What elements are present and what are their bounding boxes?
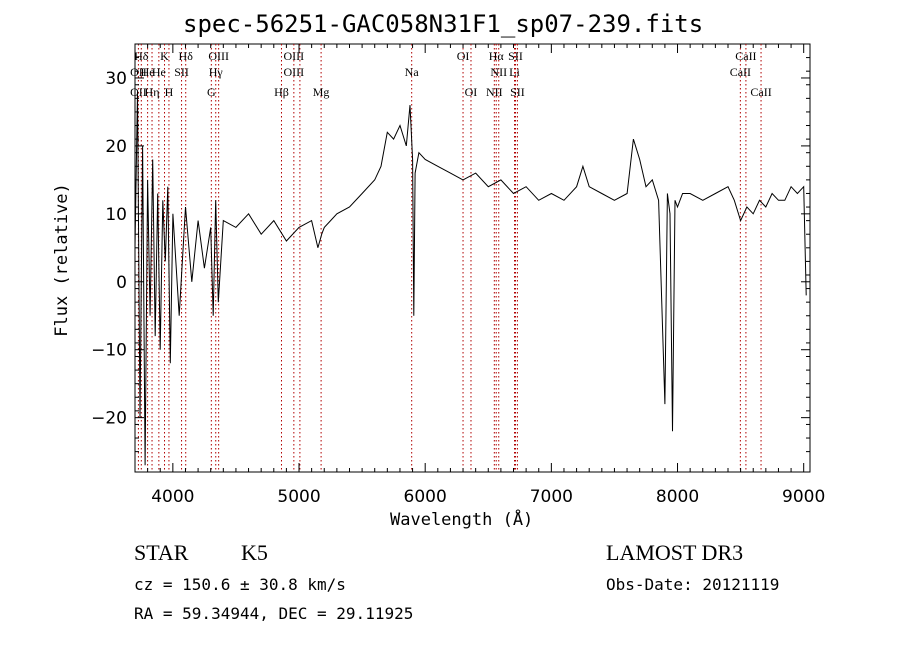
marker-label: Na xyxy=(405,65,420,79)
marker-label: K xyxy=(160,49,169,63)
y-tick-label: 10 xyxy=(105,205,127,225)
redshift-text: cz = 150.6 ± 30.8 km/s xyxy=(134,575,346,594)
marker-label: OIII xyxy=(284,65,305,79)
marker-label: OIII xyxy=(208,49,229,63)
class-label: STAR xyxy=(134,540,189,565)
marker-label: OII xyxy=(130,85,147,99)
marker-label: Li xyxy=(509,65,520,79)
x-tick-label: 9000 xyxy=(782,487,825,507)
y-axis-label: Flux (relative) xyxy=(52,183,72,337)
marker-label: Mg xyxy=(313,85,330,99)
y-tick-label: 20 xyxy=(105,137,127,157)
subclass-label: K5 xyxy=(241,540,268,565)
y-tick-label: −20 xyxy=(91,409,127,429)
survey-label: LAMOST DR3 xyxy=(606,540,744,565)
x-tick-label: 7000 xyxy=(530,487,573,507)
marker-label: Hη xyxy=(145,85,160,99)
spectrum-line xyxy=(134,91,807,466)
marker-label: OI xyxy=(457,49,470,63)
marker-label: OIII xyxy=(284,49,305,63)
marker-label: SII xyxy=(508,49,523,63)
marker-label: G xyxy=(207,85,216,99)
y-tick-label: 0 xyxy=(116,273,127,293)
plot-frame xyxy=(134,43,811,473)
marker-label: Hδ xyxy=(179,49,194,63)
marker-label: CaII xyxy=(730,65,751,79)
marker-label: OII xyxy=(130,65,147,79)
radec-text: RA = 59.34944, DEC = 29.11925 xyxy=(134,604,414,623)
marker-label: Hδ xyxy=(134,49,149,63)
marker-label: Hγ xyxy=(209,65,224,79)
y-tick-label: −10 xyxy=(91,341,127,361)
marker-label: OI xyxy=(465,85,478,99)
x-tick-label: 5000 xyxy=(277,487,320,507)
marker-label: Hβ xyxy=(274,85,289,99)
axis-ticks: 4000 5000 6000 7000 8000 9000 −20 −10 0 10 20 30 xyxy=(91,43,825,507)
marker-lines xyxy=(137,44,762,472)
marker-label: NII xyxy=(490,65,507,79)
x-axis-label: Wavelength (Å) xyxy=(390,510,534,530)
x-tick-label: 8000 xyxy=(656,487,699,507)
marker-label: SII xyxy=(510,85,525,99)
chart-title: spec-56251-GAC058N31F1_sp07-239.fits xyxy=(183,10,704,38)
y-tick-label: 30 xyxy=(105,69,127,89)
marker-label: NII xyxy=(486,85,503,99)
marker-label: CaII xyxy=(735,49,756,63)
marker-label: CaII xyxy=(750,85,771,99)
marker-label: SII xyxy=(174,65,189,79)
x-tick-label: 4000 xyxy=(151,487,194,507)
marker-label: He xyxy=(152,65,166,79)
obsdate-text: Obs-Date: 20121119 xyxy=(606,575,780,594)
marker-label: Hα xyxy=(489,49,505,63)
x-tick-label: 6000 xyxy=(404,487,447,507)
marker-label: He xyxy=(141,65,155,79)
marker-label: H xyxy=(165,85,174,99)
